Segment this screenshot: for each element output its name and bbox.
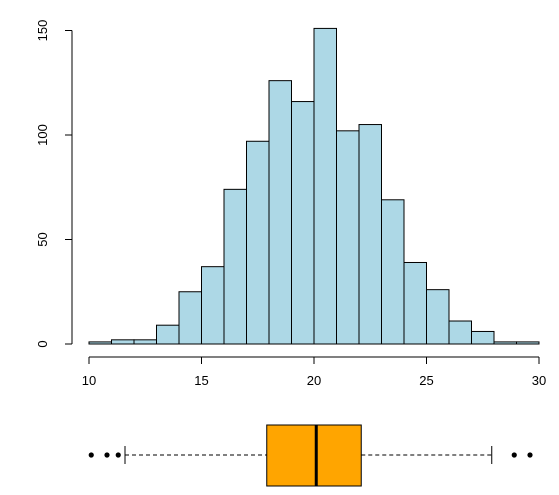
- histogram-bar-12: [358, 124, 382, 345]
- histogram-bar-5: [201, 266, 225, 345]
- x-axis: 10 15 20 25 30: [82, 356, 546, 388]
- histogram-bar-8: [268, 80, 292, 345]
- outlier-point-3: [511, 452, 517, 458]
- x-tick-label-30: 30: [532, 373, 546, 388]
- histogram-bar-1: [111, 339, 135, 345]
- x-tick-label-25: 25: [419, 373, 433, 388]
- y-tick-label-100: 100: [35, 124, 50, 146]
- histogram-bar-11: [336, 130, 360, 345]
- histogram-bar-6: [223, 188, 247, 345]
- histogram-bar-4: [178, 291, 202, 345]
- histogram-bar-15: [426, 289, 450, 345]
- histogram-bars: [88, 27, 540, 345]
- histogram-bar-0: [88, 341, 112, 345]
- x-tick-label-15: 15: [194, 373, 208, 388]
- outlier-point-4: [527, 452, 533, 458]
- x-tick-label-20: 20: [307, 373, 321, 388]
- y-axis: 0 50 100 150: [35, 20, 73, 348]
- y-tick-label-50: 50: [35, 232, 50, 246]
- histogram-bar-19: [516, 341, 540, 345]
- x-tick-label-10: 10: [82, 373, 96, 388]
- outlier-point-2: [115, 452, 121, 458]
- outlier-point-0: [88, 452, 94, 458]
- outlier-point-1: [104, 452, 110, 458]
- histogram-bar-9: [291, 101, 315, 345]
- histogram-bar-13: [381, 199, 405, 345]
- histogram-bar-7: [246, 140, 270, 345]
- histogram-bar-2: [133, 339, 157, 345]
- histogram-bar-10: [313, 27, 337, 345]
- histogram-bar-14: [403, 261, 427, 345]
- histogram-bar-18: [493, 341, 517, 345]
- boxplot: [88, 424, 533, 487]
- histogram-bar-17: [471, 330, 495, 345]
- y-tick-label-150: 150: [35, 20, 50, 42]
- histogram: 0 50 100 150 10 15 20 25 30: [35, 20, 546, 388]
- y-tick-label-0: 0: [35, 340, 50, 347]
- histogram-bar-16: [448, 320, 472, 345]
- boxplot-box: [266, 424, 362, 487]
- histogram-bar-3: [156, 324, 180, 345]
